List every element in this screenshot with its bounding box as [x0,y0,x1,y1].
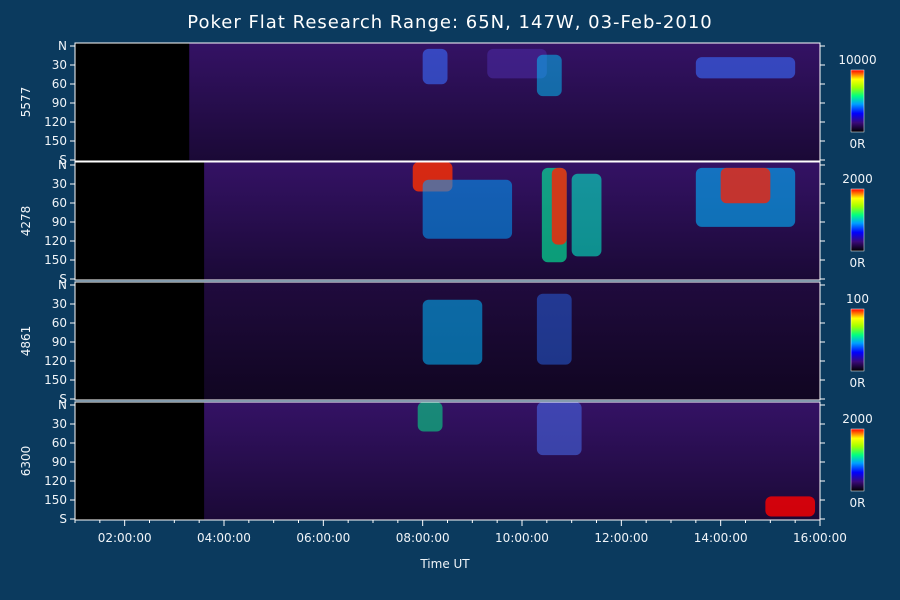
y-tick-label: 150 [44,134,67,148]
colorbar [850,428,865,492]
panel-wavelength-label: 5577 [19,87,33,118]
colorbar-min-label: 0R [850,496,866,510]
emission-region [720,167,771,204]
y-tick-label: 60 [52,77,67,91]
colorbar-min-label: 0R [850,137,866,151]
y-tick-label: 120 [44,234,67,248]
colorbar-max-label: 2000 [842,172,873,186]
chart-title: Poker Flat Research Range: 65N, 147W, 03… [187,12,712,33]
emission-region [765,496,816,517]
x-axis-label: Time UT [419,557,470,571]
y-tick-label: 150 [44,493,67,507]
y-tick-label: 60 [52,436,67,450]
panel-frame [74,42,821,162]
x-axis: 02:00:00 04:00:00 06:00:00 08:00:00 10:00:00… [74,520,847,545]
y-tick-label: 90 [52,455,67,469]
x-tick-label: 10:00:00 [495,531,549,545]
y-tick-label: 150 [44,253,67,267]
y-tick-label: 60 [52,196,67,210]
panel-emission-base [204,282,821,400]
colorbar-min-label: 0R [850,376,866,390]
emission-region [417,402,443,432]
panel-wavelength-label: 6300 [19,446,33,477]
colorbar-max-label: 2000 [842,412,873,426]
emission-region [422,179,513,239]
panels-group: N 30 60 90 120 150 S 5577 10000 0R N 30 60 90 120 150 S 4… [19,39,877,526]
emission-region [551,167,567,245]
y-tick-label: 120 [44,115,67,129]
emission-region [571,173,602,257]
x-tick-label: 04:00:00 [197,531,251,545]
y-tick-label: 60 [52,316,67,330]
panel-6300: N 30 60 90 120 150 S 6300 2000 0R [19,398,873,526]
emission-region [536,402,582,456]
y-tick-label: S [59,392,67,406]
y-tick-label: N [58,158,67,172]
y-tick-label: 90 [52,96,67,110]
emission-region [536,54,562,97]
colorbar-max-label: 10000 [838,53,876,67]
y-tick-label: 30 [52,417,67,431]
emission-region [695,57,796,79]
y-tick-label: 90 [52,335,67,349]
y-tick-label: N [58,278,67,292]
emission-region [422,299,483,365]
y-tick-label: 30 [52,58,67,72]
panel-wavelength-label: 4861 [19,326,33,357]
panel-frame [74,281,821,401]
panel-frame [74,161,821,281]
x-tick-label: 06:00:00 [296,531,350,545]
y-tick-label: N [58,398,67,412]
y-tick-label: 120 [44,354,67,368]
x-tick-label: 16:00:00 [793,531,847,545]
colorbar-min-label: 0R [850,256,866,270]
y-tick-label: 150 [44,373,67,387]
emission-region [422,48,448,85]
panel-wavelength-label: 4278 [19,206,33,237]
panel-4861: N 30 60 90 120 150 S 4861 100 0R [19,278,869,406]
y-tick-label: 30 [52,297,67,311]
colorbar [850,308,865,372]
panel-5577: N 30 60 90 120 150 S 5577 10000 0R [19,39,877,167]
y-tick-label: 90 [52,215,67,229]
colorbar [850,188,865,252]
y-tick-label: S [59,272,67,286]
emission-region [536,293,572,365]
x-tick-label: 14:00:00 [694,531,748,545]
x-tick-label: 08:00:00 [396,531,450,545]
x-tick-label: 02:00:00 [98,531,152,545]
y-tick-label: N [58,39,67,53]
colorbar [850,69,865,133]
y-tick-label: S [59,153,67,167]
y-tick-label: S [59,512,67,526]
panel-emission-base [204,402,821,520]
colorbar-max-label: 100 [846,292,869,306]
y-tick-label: 120 [44,474,67,488]
y-tick-label: 30 [52,177,67,191]
emission-region [487,48,547,79]
x-tick-label: 12:00:00 [594,531,648,545]
panel-4278: N 30 60 90 120 150 S 4278 2000 0R [19,158,873,286]
